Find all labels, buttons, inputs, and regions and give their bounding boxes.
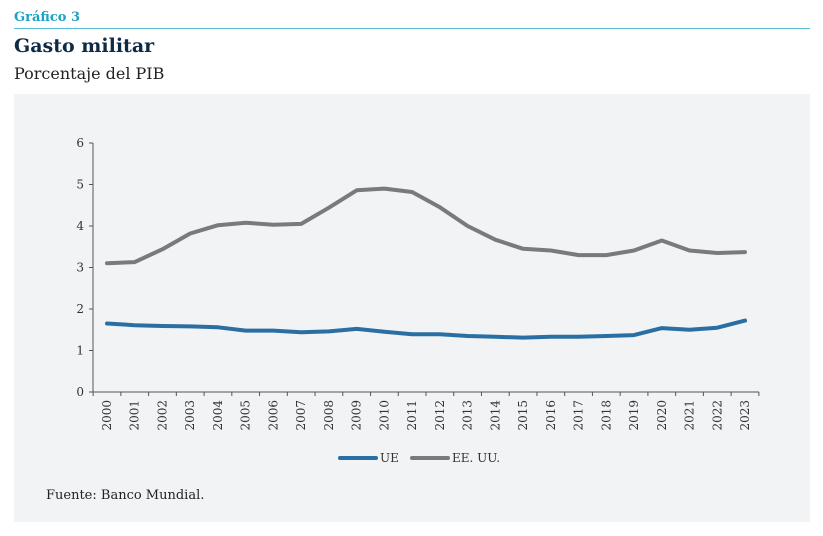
source-note: Fuente: Banco Mundial. — [46, 488, 205, 503]
x-tick-label: 2002 — [155, 400, 169, 431]
x-tick-label: 2021 — [683, 400, 697, 431]
x-tick-label: 2013 — [461, 400, 475, 431]
x-tick-label: 2012 — [433, 400, 447, 431]
x-tick-label: 2000 — [100, 400, 114, 431]
y-tick-label: 1 — [76, 344, 84, 358]
x-tick-label: 2008 — [322, 400, 336, 431]
x-tick-label: 2023 — [738, 400, 752, 431]
y-tick-label: 0 — [76, 385, 84, 399]
x-tick-label: 2018 — [599, 400, 613, 431]
y-tick-label: 6 — [76, 136, 84, 150]
x-tick-label: 2004 — [211, 400, 225, 431]
x-tick-label: 2003 — [183, 400, 197, 431]
x-tick-label: 2015 — [516, 400, 530, 431]
series-line-ee-uu — [105, 186, 747, 266]
x-tick-label: 2022 — [710, 400, 724, 431]
x-tick-label: 2019 — [627, 400, 641, 431]
legend-label: UE — [380, 451, 399, 465]
chart-panel: 0 1 2 3 4 5 6 2000 2001 2002 2003 2004 2005 2006 2007 2… — [14, 94, 810, 522]
x-tick-label: 2014 — [488, 400, 502, 431]
y-tick-label: 3 — [76, 261, 84, 275]
y-tick-label: 5 — [76, 178, 84, 192]
x-tick-label: 2006 — [266, 400, 280, 431]
line-chart: 0 1 2 3 4 5 6 2000 2001 2002 2003 2004 2005 2006 2007 2… — [76, 136, 760, 465]
x-tick-label: 2016 — [544, 400, 558, 431]
x-tick-label: 2005 — [239, 400, 253, 431]
x-tick-label: 2009 — [350, 400, 364, 431]
x-tick-label: 2010 — [377, 400, 391, 431]
legend-label: EE. UU. — [452, 451, 500, 465]
series-line-ue — [105, 318, 747, 340]
x-tick-label: 2017 — [572, 400, 586, 431]
x-tick-label: 2007 — [294, 400, 308, 431]
chart-title: Gasto militar — [14, 35, 155, 57]
chart-kicker: Gráfico 3 — [14, 10, 80, 25]
x-tick-label: 2011 — [405, 400, 419, 431]
chart-subtitle: Porcentaje del PIB — [14, 64, 165, 83]
y-tick-label: 2 — [76, 302, 84, 316]
x-tick-label: 2001 — [128, 400, 142, 431]
header-rule — [14, 28, 810, 29]
y-tick-label: 4 — [76, 219, 84, 233]
x-tick-label: 2020 — [655, 400, 669, 431]
